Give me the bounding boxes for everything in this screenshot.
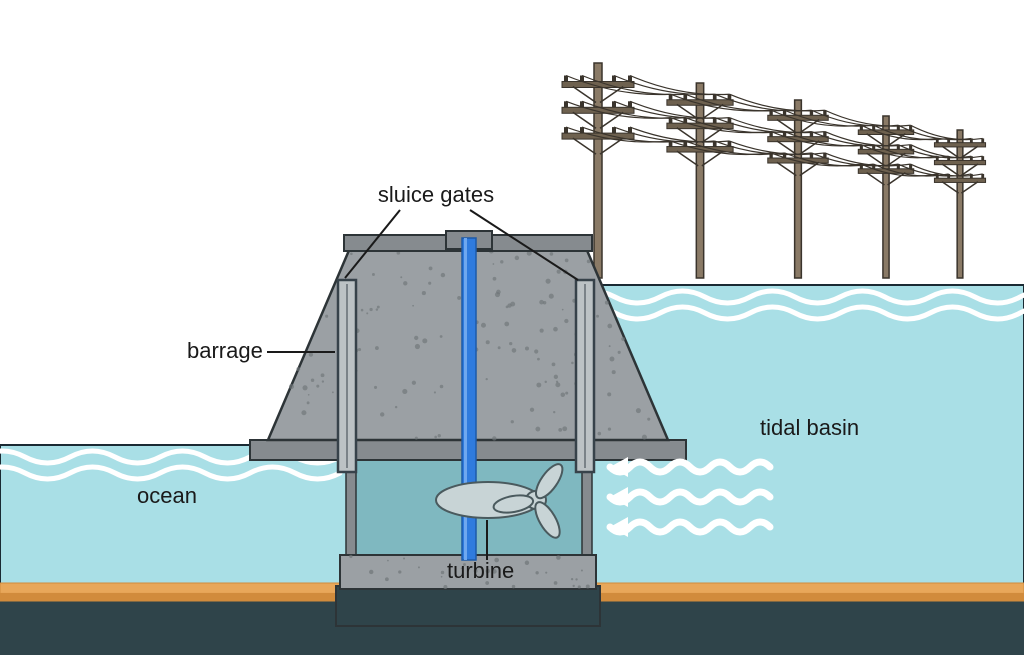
utility-pole	[957, 130, 963, 278]
label-sluice-gates: sluice gates	[378, 182, 494, 207]
utility-pole	[883, 116, 889, 278]
utility-pole	[795, 100, 802, 278]
tidal-barrage-diagram: sluice gates barrage ocean tidal basin turbi…	[0, 0, 1024, 655]
label-barrage: barrage	[187, 338, 263, 363]
label-turbine: turbine	[447, 558, 514, 583]
label-tidal-basin: tidal basin	[760, 415, 859, 440]
label-ocean: ocean	[137, 483, 197, 508]
utility-pole	[594, 63, 602, 278]
utility-pole	[696, 83, 703, 278]
